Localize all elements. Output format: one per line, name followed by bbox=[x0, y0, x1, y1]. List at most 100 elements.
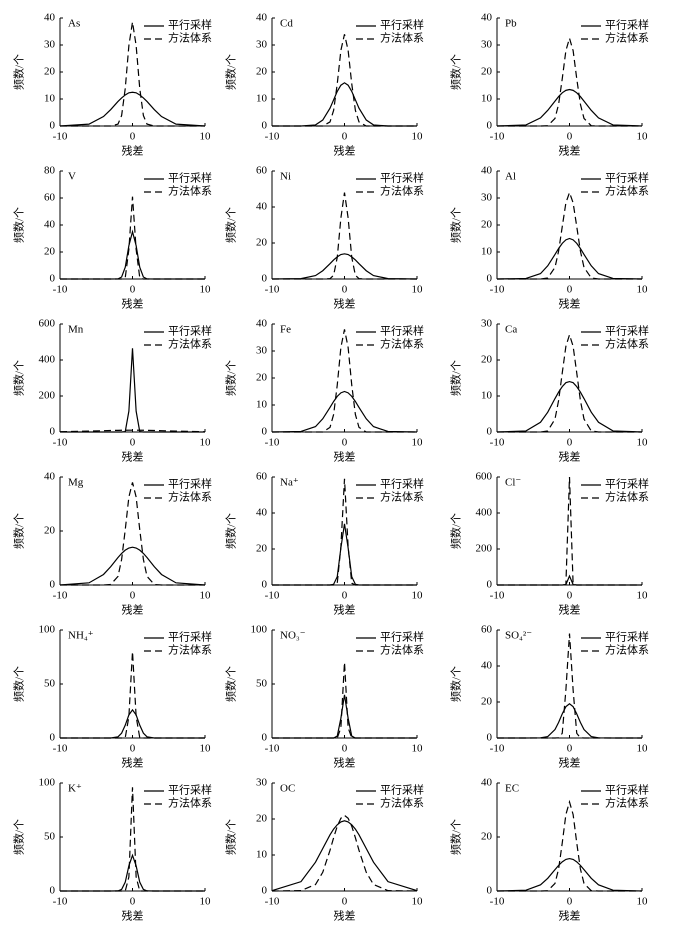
panel-title: NH₄⁺ bbox=[68, 630, 94, 642]
data-line bbox=[272, 34, 417, 127]
x-tick-label: 10 bbox=[637, 743, 649, 755]
panel-title: V bbox=[68, 171, 76, 183]
panel-title: As bbox=[68, 18, 80, 30]
panel-title: Mn bbox=[68, 324, 84, 336]
x-axis-label: 残差 bbox=[334, 450, 356, 464]
x-tick-label: -10 bbox=[265, 437, 280, 449]
y-tick-label: 30 bbox=[256, 39, 268, 51]
legend-label: 平行采样 bbox=[168, 630, 212, 644]
legend-label: 平行采样 bbox=[605, 630, 649, 644]
x-tick-label: 10 bbox=[200, 437, 212, 449]
x-tick-label: -10 bbox=[265, 896, 280, 908]
legend-label: 平行采样 bbox=[605, 171, 649, 185]
y-tick-label: 40 bbox=[481, 660, 493, 672]
x-tick-label: 0 bbox=[567, 896, 573, 908]
y-axis-label: 频数/个 bbox=[224, 207, 238, 243]
x-tick-label: -10 bbox=[53, 743, 68, 755]
panel-title: Na⁺ bbox=[280, 477, 299, 489]
data-line bbox=[272, 329, 417, 433]
x-tick-label: 10 bbox=[412, 896, 424, 908]
legend-label: 平行采样 bbox=[380, 18, 424, 32]
panel-title: Fe bbox=[280, 324, 291, 336]
x-axis-label: 残差 bbox=[122, 144, 144, 158]
y-axis-label: 频数/个 bbox=[449, 360, 463, 396]
y-tick-label: 40 bbox=[44, 471, 56, 483]
x-tick-label: 10 bbox=[200, 896, 212, 908]
y-tick-label: 20 bbox=[481, 219, 493, 231]
panel-title: Pb bbox=[505, 18, 517, 30]
y-tick-label: 0 bbox=[487, 732, 493, 744]
legend-label: 方法体系 bbox=[168, 643, 212, 657]
panel-title: OC bbox=[280, 783, 295, 795]
legend-label: 平行采样 bbox=[380, 324, 424, 338]
legend-label: 平行采样 bbox=[380, 783, 424, 797]
y-tick-label: 10 bbox=[256, 93, 268, 105]
y-axis-label: 频数/个 bbox=[12, 666, 26, 702]
y-tick-label: 20 bbox=[44, 66, 56, 78]
x-tick-label: 10 bbox=[637, 284, 649, 296]
x-axis-label: 残差 bbox=[334, 603, 356, 617]
legend-label: 方法体系 bbox=[168, 184, 212, 198]
x-tick-label: 10 bbox=[412, 590, 424, 602]
x-axis-label: 残差 bbox=[122, 450, 144, 464]
data-line bbox=[60, 482, 205, 586]
y-tick-label: 0 bbox=[50, 273, 56, 285]
legend-label: 平行采样 bbox=[168, 18, 212, 32]
x-tick-label: 0 bbox=[342, 131, 348, 143]
y-tick-label: 40 bbox=[256, 507, 268, 519]
data-line bbox=[60, 853, 205, 892]
legend-label: 方法体系 bbox=[380, 796, 424, 810]
x-tick-label: 10 bbox=[200, 131, 212, 143]
y-tick-label: 600 bbox=[39, 318, 56, 330]
panel-title: SO₄²⁻ bbox=[505, 630, 532, 642]
x-tick-label: 10 bbox=[200, 743, 212, 755]
y-tick-label: 0 bbox=[487, 885, 493, 897]
x-tick-label: -10 bbox=[490, 284, 505, 296]
legend-label: 平行采样 bbox=[168, 783, 212, 797]
y-tick-label: 30 bbox=[481, 39, 493, 51]
y-tick-label: 50 bbox=[44, 678, 56, 690]
data-line bbox=[60, 708, 205, 739]
y-axis-label: 频数/个 bbox=[224, 513, 238, 549]
y-tick-label: 200 bbox=[39, 390, 56, 402]
y-axis-label: 频数/个 bbox=[449, 513, 463, 549]
x-tick-label: 0 bbox=[567, 437, 573, 449]
y-tick-label: 20 bbox=[44, 525, 56, 537]
y-tick-label: 10 bbox=[44, 93, 56, 105]
legend-label: 平行采样 bbox=[605, 477, 649, 491]
legend-label: 方法体系 bbox=[605, 31, 649, 45]
y-tick-label: 60 bbox=[256, 165, 268, 177]
legend-label: 平行采样 bbox=[605, 18, 649, 32]
y-tick-label: 40 bbox=[481, 165, 493, 177]
data-line bbox=[272, 662, 417, 739]
y-tick-label: 0 bbox=[50, 885, 56, 897]
x-tick-label: 0 bbox=[567, 131, 573, 143]
panel-title: EC bbox=[505, 783, 519, 795]
y-tick-label: 30 bbox=[481, 192, 493, 204]
y-tick-label: 40 bbox=[256, 318, 268, 330]
y-tick-label: 10 bbox=[256, 399, 268, 411]
data-line bbox=[272, 694, 417, 739]
data-line bbox=[271, 390, 418, 433]
legend-label: 平行采样 bbox=[605, 783, 649, 797]
data-line bbox=[60, 21, 205, 127]
y-axis-label: 频数/个 bbox=[449, 666, 463, 702]
data-line bbox=[60, 196, 205, 280]
x-tick-label: -10 bbox=[265, 590, 280, 602]
y-tick-label: 400 bbox=[39, 354, 56, 366]
y-axis-label: 频数/个 bbox=[224, 666, 238, 702]
legend-label: 方法体系 bbox=[168, 337, 212, 351]
x-axis-label: 残差 bbox=[559, 909, 581, 923]
x-axis-label: 残差 bbox=[334, 297, 356, 311]
x-tick-label: -10 bbox=[53, 590, 68, 602]
x-tick-label: 0 bbox=[567, 284, 573, 296]
y-tick-label: 0 bbox=[262, 426, 268, 438]
y-axis-label: 频数/个 bbox=[449, 54, 463, 90]
